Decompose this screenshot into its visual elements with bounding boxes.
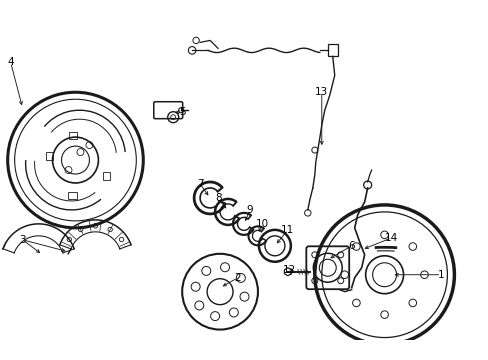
Text: 14: 14 xyxy=(384,233,397,243)
Text: 13: 13 xyxy=(314,87,328,97)
Text: 9: 9 xyxy=(246,205,253,215)
Text: 10: 10 xyxy=(255,219,268,229)
Text: 6: 6 xyxy=(347,241,354,251)
Bar xyxy=(45,152,52,160)
Text: 5: 5 xyxy=(179,107,185,117)
Text: 11: 11 xyxy=(281,225,294,235)
Text: 3: 3 xyxy=(20,235,26,245)
Bar xyxy=(67,192,77,199)
Text: 4: 4 xyxy=(7,57,14,67)
Text: 8: 8 xyxy=(214,193,221,203)
Text: 7: 7 xyxy=(196,179,203,189)
Text: 1: 1 xyxy=(437,270,444,280)
Text: 12: 12 xyxy=(283,265,296,275)
Bar xyxy=(69,132,77,139)
Bar xyxy=(103,172,110,180)
Text: 2: 2 xyxy=(234,273,241,283)
